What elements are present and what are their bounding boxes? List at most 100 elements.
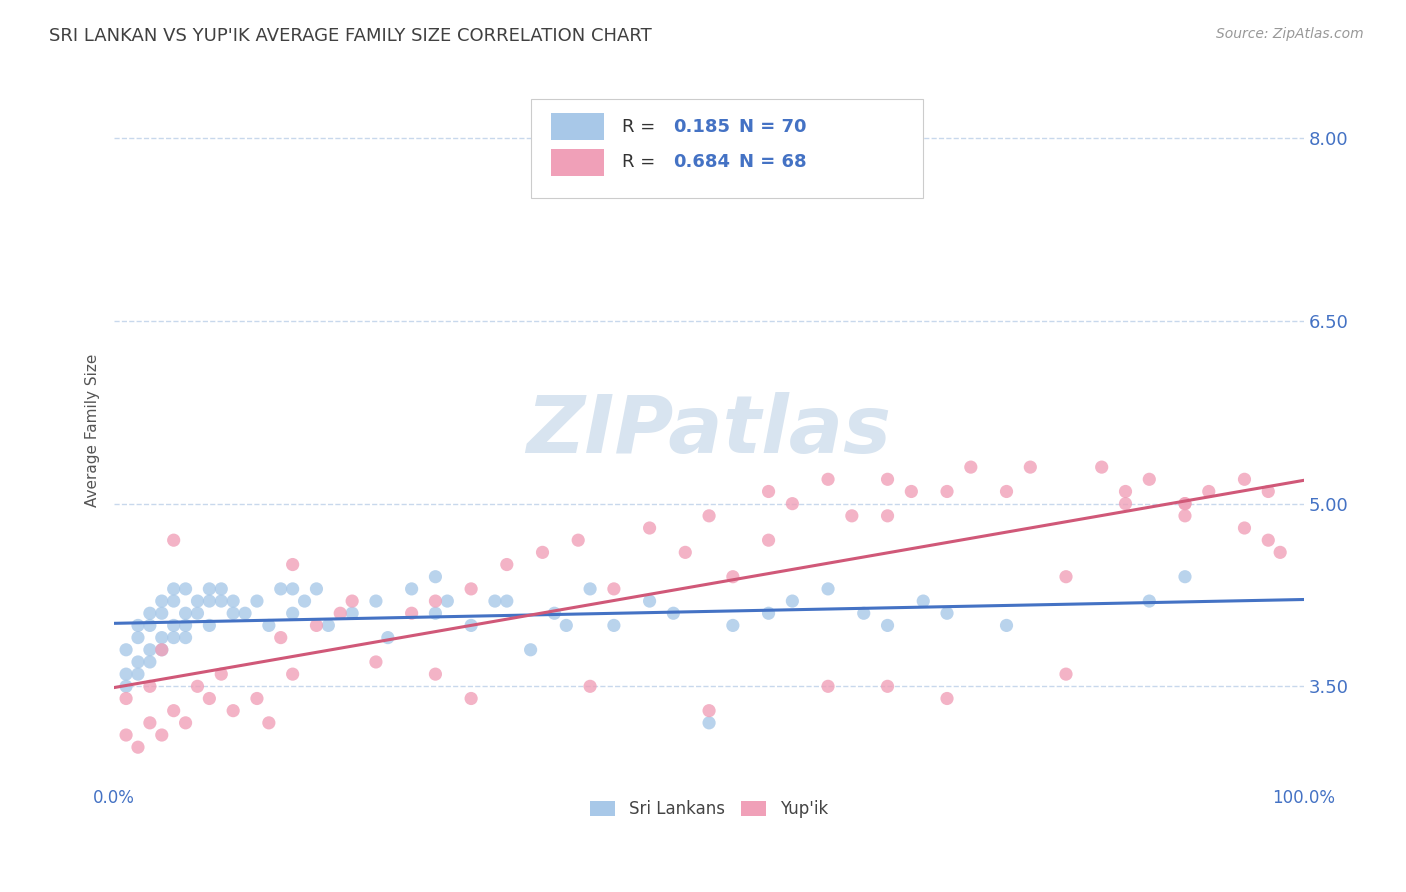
Text: N = 68: N = 68 xyxy=(738,153,807,171)
Point xyxy=(995,618,1018,632)
Point xyxy=(246,691,269,706)
Point xyxy=(281,606,304,620)
Point xyxy=(246,594,269,608)
Point xyxy=(900,484,922,499)
Point xyxy=(174,606,197,620)
Point xyxy=(401,606,423,620)
Point xyxy=(876,618,898,632)
Text: ZIPatlas: ZIPatlas xyxy=(527,392,891,469)
Point xyxy=(603,582,626,596)
Point xyxy=(186,679,208,693)
Text: R =: R = xyxy=(623,118,661,136)
Point xyxy=(912,594,935,608)
Text: 0.185: 0.185 xyxy=(673,118,730,136)
Point xyxy=(936,606,959,620)
Point xyxy=(543,606,565,620)
Point xyxy=(1114,497,1136,511)
Point xyxy=(305,618,328,632)
Point xyxy=(662,606,685,620)
Point xyxy=(115,667,138,681)
Point xyxy=(1054,667,1077,681)
Point xyxy=(139,715,162,730)
Point xyxy=(721,618,744,632)
Point xyxy=(697,704,720,718)
Point xyxy=(876,679,898,693)
Point xyxy=(340,594,363,608)
Point xyxy=(127,655,149,669)
Point xyxy=(222,704,245,718)
Point xyxy=(139,655,162,669)
Point xyxy=(150,642,173,657)
Text: N = 70: N = 70 xyxy=(738,118,806,136)
Point xyxy=(697,715,720,730)
Point xyxy=(209,582,232,596)
Point xyxy=(150,642,173,657)
Point xyxy=(364,655,387,669)
Point xyxy=(174,715,197,730)
Point xyxy=(519,642,541,657)
Point xyxy=(127,667,149,681)
Point xyxy=(555,618,578,632)
Point xyxy=(305,582,328,596)
Point xyxy=(139,618,162,632)
Point xyxy=(852,606,875,620)
Point xyxy=(567,533,589,548)
Point xyxy=(425,606,447,620)
Point xyxy=(377,631,399,645)
Point xyxy=(401,582,423,596)
Point xyxy=(1257,484,1279,499)
Point xyxy=(163,594,186,608)
Point xyxy=(209,667,232,681)
Point xyxy=(163,704,186,718)
Point xyxy=(163,618,186,632)
Point xyxy=(150,631,173,645)
Point xyxy=(936,484,959,499)
Point xyxy=(460,691,482,706)
Point xyxy=(150,594,173,608)
Point xyxy=(127,631,149,645)
Point xyxy=(115,642,138,657)
Point xyxy=(329,606,352,620)
Point xyxy=(673,545,696,559)
Point xyxy=(1137,472,1160,486)
Text: 0.684: 0.684 xyxy=(673,153,730,171)
Point xyxy=(1174,497,1197,511)
Point xyxy=(638,594,661,608)
Point xyxy=(139,606,162,620)
Point xyxy=(1198,484,1220,499)
Point xyxy=(270,631,292,645)
Point xyxy=(1270,545,1292,559)
Point xyxy=(270,582,292,596)
Point xyxy=(198,594,221,608)
Point xyxy=(1019,460,1042,475)
Point xyxy=(1174,508,1197,523)
Point xyxy=(174,631,197,645)
Point xyxy=(876,508,898,523)
Point xyxy=(995,484,1018,499)
Point xyxy=(603,618,626,632)
Point xyxy=(222,594,245,608)
Point xyxy=(257,618,280,632)
Point xyxy=(150,606,173,620)
Point xyxy=(936,691,959,706)
Point xyxy=(115,691,138,706)
Point xyxy=(579,679,602,693)
Point xyxy=(460,618,482,632)
Point xyxy=(257,715,280,730)
Point xyxy=(1174,497,1197,511)
Point xyxy=(174,582,197,596)
Point xyxy=(198,582,221,596)
Point xyxy=(959,460,981,475)
Point xyxy=(233,606,256,620)
Point xyxy=(817,679,839,693)
Point xyxy=(115,679,138,693)
Point xyxy=(115,728,138,742)
Point xyxy=(460,582,482,596)
Point xyxy=(758,533,780,548)
Point xyxy=(697,508,720,523)
Point xyxy=(139,642,162,657)
Text: R =: R = xyxy=(623,153,661,171)
Point xyxy=(281,582,304,596)
Point xyxy=(318,618,340,632)
Point xyxy=(222,606,245,620)
